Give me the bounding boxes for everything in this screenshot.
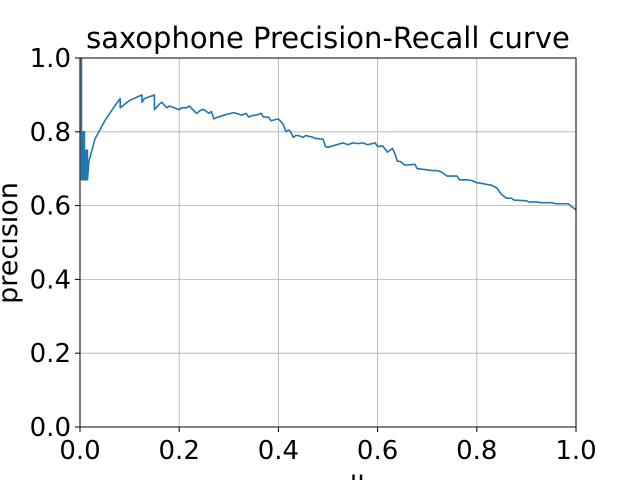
x-tick-label: 0.6 xyxy=(357,436,398,466)
x-axis-label: recall xyxy=(291,471,365,480)
axes-frame xyxy=(79,57,577,428)
x-tick-label: 0.0 xyxy=(59,436,100,466)
y-axis: 0.0 0.2 0.4 0.6 0.8 1.0 xyxy=(30,44,80,443)
y-axis-label: precision xyxy=(0,182,24,304)
y-tick-label: 0.2 xyxy=(30,339,71,369)
y-tick-label: 0.6 xyxy=(30,192,71,222)
y-tick-label: 0.4 xyxy=(30,265,71,295)
plot-area xyxy=(80,58,577,211)
y-tick-label: 0.8 xyxy=(30,118,71,148)
x-tick-label: 0.2 xyxy=(159,436,200,466)
x-axis: 0.0 0.2 0.4 0.6 0.8 1.0 xyxy=(59,427,597,466)
chart-title: saxophone Precision-Recall curve xyxy=(86,21,570,55)
pr-curve-line xyxy=(80,58,577,211)
y-tick-label: 1.0 xyxy=(30,44,71,74)
x-tick-label: 0.4 xyxy=(258,436,299,466)
x-tick-label: 1.0 xyxy=(555,436,596,466)
y-tick-label: 0.0 xyxy=(30,413,71,443)
x-tick-label: 0.8 xyxy=(456,436,497,466)
